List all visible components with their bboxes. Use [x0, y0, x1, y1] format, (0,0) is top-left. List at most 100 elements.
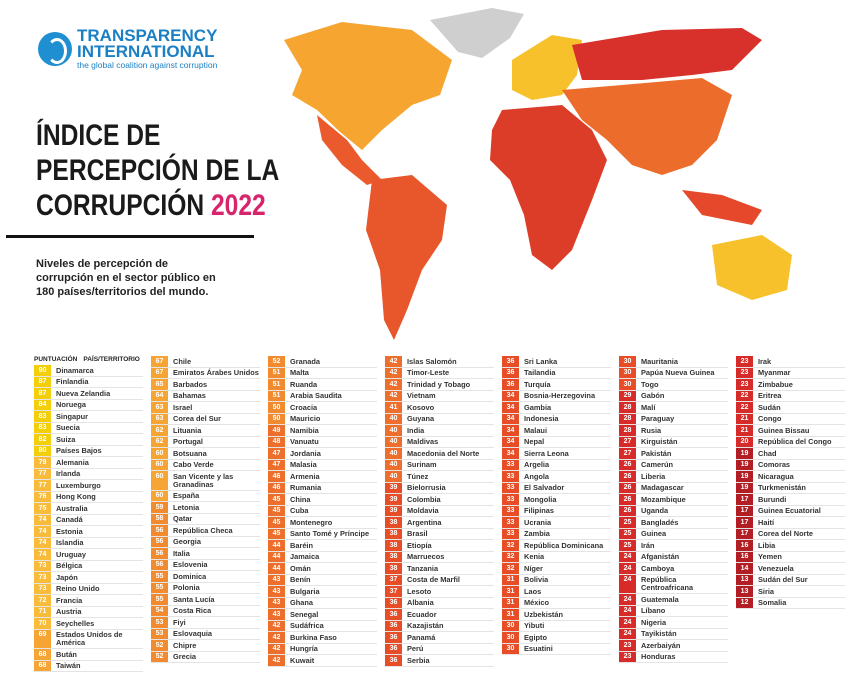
- score: 62: [151, 425, 168, 436]
- table-row: 34 Sierra Leona: [502, 448, 611, 460]
- score: 73: [34, 560, 51, 571]
- table-row: 26 Liberia: [619, 471, 728, 483]
- table-row: 73 Bélgica: [34, 560, 143, 572]
- score: 33: [502, 494, 519, 505]
- country: Kazajistán: [407, 621, 444, 630]
- score: 45: [268, 505, 285, 516]
- score: 25: [619, 517, 636, 528]
- score: 49: [268, 425, 285, 436]
- country: Bután: [56, 649, 77, 659]
- header-label: PAÍS/TERRITORIO: [83, 356, 140, 363]
- table-row: 73 Japón: [34, 572, 143, 584]
- russia-asia: [572, 28, 762, 80]
- table-row: 19 Chad: [736, 448, 845, 460]
- world-map: [284, 8, 792, 340]
- table-row: 39 Moldavia: [385, 505, 494, 517]
- table-row: 36 Tailandia: [502, 367, 611, 379]
- table-row: 63 Israel: [151, 402, 260, 414]
- table-row: 50 Croacia: [268, 402, 377, 414]
- score: 40: [385, 425, 402, 436]
- score: 56: [151, 548, 168, 559]
- table-row: 43 Senegal: [268, 609, 377, 621]
- country: Georgia: [173, 537, 201, 546]
- table-row: 23 Azerbaiyán: [619, 640, 728, 652]
- country: San Vicente y las Granadinas: [173, 471, 234, 489]
- score: 34: [502, 436, 519, 447]
- country: Indonesia: [524, 414, 559, 423]
- score: 51: [268, 379, 285, 390]
- country: Islas Salomón: [407, 356, 457, 366]
- score: 36: [502, 356, 519, 367]
- table-header: PUNTUACIÓN PAÍS/TERRITORIO: [34, 356, 143, 365]
- country: Angola: [524, 471, 550, 481]
- score: 36: [502, 379, 519, 390]
- score: 59: [151, 502, 168, 513]
- table-column: 30 Mauritania 30 Papúa Nueva Guinea 30 Togo 29…: [619, 356, 728, 672]
- table-row: 19 Turkmenistán: [736, 482, 845, 494]
- country: Australia: [56, 503, 88, 513]
- table-row: 13 Sudán del Sur: [736, 574, 845, 586]
- table-row: 52 Granada: [268, 356, 377, 368]
- country: Colombia: [407, 494, 441, 504]
- table-row: 16 Libia: [736, 540, 845, 552]
- table-row: 34 Indonesia: [502, 413, 611, 425]
- country: Líbano: [641, 606, 666, 615]
- score: 43: [268, 609, 285, 620]
- score: 24: [619, 605, 636, 616]
- score: 50: [268, 413, 285, 424]
- table-row: 37 Costa de Marfil: [385, 574, 494, 586]
- country: India: [407, 425, 425, 435]
- table-row: 53 Fiyi: [151, 617, 260, 629]
- country: Austria: [56, 607, 82, 616]
- table-row: 17 Haití: [736, 517, 845, 529]
- country: Ghana: [290, 598, 313, 607]
- country: Siria: [758, 586, 775, 596]
- country: Baréin: [290, 540, 314, 550]
- table-row: 46 Armenia: [268, 471, 377, 483]
- country: Argentina: [407, 517, 442, 527]
- score: 42: [268, 632, 285, 643]
- subtitle-line: corrupción en el sector público en: [36, 272, 216, 284]
- score: 19: [736, 471, 753, 482]
- country: Filipinas: [524, 506, 554, 515]
- score: 38: [385, 540, 402, 551]
- table-row: 43 Benín: [268, 574, 377, 586]
- score: 21: [736, 413, 753, 424]
- country: Singapur: [56, 411, 89, 421]
- country: Esuatini: [524, 644, 553, 653]
- country: Uruguay: [56, 549, 86, 559]
- score: 46: [268, 471, 285, 482]
- score: 53: [151, 617, 168, 628]
- score: 12: [736, 597, 753, 608]
- table-row: 87 Finlandia: [34, 376, 143, 388]
- score: 40: [385, 448, 402, 459]
- table-row: 41 Kosovo: [385, 402, 494, 414]
- score: 42: [268, 643, 285, 654]
- country: Eslovaquia: [173, 629, 213, 638]
- score: 26: [619, 471, 636, 482]
- score: 22: [736, 390, 753, 401]
- table-row: 44 Omán: [268, 563, 377, 575]
- country: Zambia: [524, 529, 550, 538]
- score: 37: [385, 586, 402, 597]
- table-row: 32 Kenia: [502, 551, 611, 563]
- country: Guinea: [641, 529, 667, 538]
- country: Zimbabue: [758, 379, 793, 389]
- country: Bahamas: [173, 391, 206, 400]
- table-row: 36 Kazajistán: [385, 620, 494, 632]
- tagline: the global coalition against corruption: [77, 60, 218, 70]
- score: 48: [268, 436, 285, 447]
- table-row: 24 República Centroafricana: [619, 574, 728, 594]
- country: Laos: [524, 586, 542, 596]
- score: 23: [736, 356, 753, 367]
- country: Honduras: [641, 652, 676, 661]
- country: Rumania: [290, 483, 322, 492]
- table-row: 30 Egipto: [502, 632, 611, 644]
- country: Lituania: [173, 425, 202, 435]
- table-row: 87 Nueva Zelandia: [34, 388, 143, 400]
- country: Barbados: [173, 379, 208, 389]
- score: 51: [268, 367, 285, 378]
- table-row: 34 Nepal: [502, 436, 611, 448]
- central-america: [317, 115, 382, 185]
- score: 33: [502, 482, 519, 493]
